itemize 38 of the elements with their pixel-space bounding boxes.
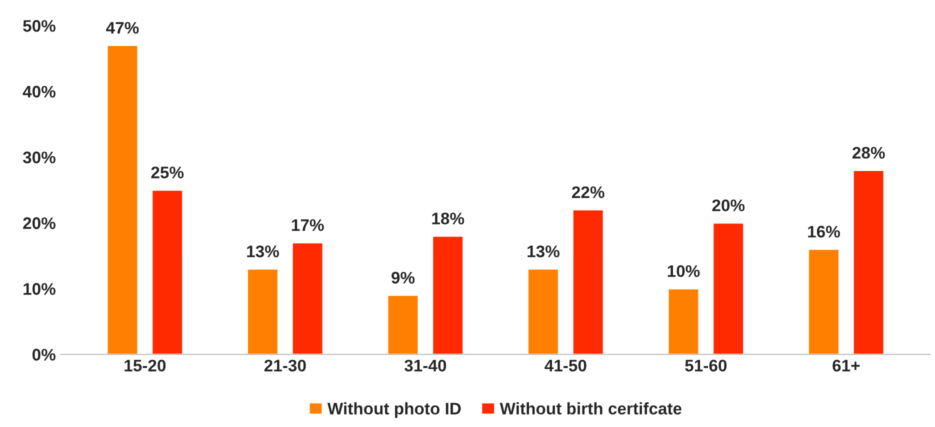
data-label: 10% bbox=[668, 265, 700, 278]
y-tick-label: 40% bbox=[22, 86, 56, 98]
bar bbox=[667, 288, 700, 354]
data-label: 18% bbox=[432, 212, 464, 224]
bar bbox=[572, 209, 604, 354]
data-label: 13% bbox=[247, 245, 279, 258]
data-label: 22% bbox=[572, 186, 604, 198]
bar bbox=[246, 268, 279, 354]
bar bbox=[386, 294, 420, 354]
bar bbox=[527, 268, 560, 354]
legend-label: Without photo ID bbox=[327, 402, 461, 418]
y-tick-label: 20% bbox=[23, 217, 56, 230]
bar bbox=[291, 242, 324, 354]
bar bbox=[151, 189, 184, 354]
x-tick-label: 41-50 bbox=[544, 360, 586, 372]
data-label: 25% bbox=[151, 166, 184, 178]
data-label: 13% bbox=[528, 245, 560, 258]
y-tick-label: 0% bbox=[32, 348, 56, 361]
x-tick-label: 51-60 bbox=[685, 360, 727, 372]
data-label: 20% bbox=[712, 199, 745, 212]
bar bbox=[432, 235, 464, 354]
data-label: 17% bbox=[292, 219, 324, 231]
bar bbox=[712, 222, 744, 354]
y-tick-label: 10% bbox=[24, 283, 56, 295]
data-label: 9% bbox=[392, 272, 415, 284]
bar bbox=[106, 44, 139, 354]
x-tick-label: 15-20 bbox=[124, 360, 166, 372]
y-tick-label: 30% bbox=[22, 152, 56, 164]
data-label: 47% bbox=[106, 22, 139, 34]
data-label: 28% bbox=[852, 146, 885, 159]
data-label: 16% bbox=[808, 226, 840, 238]
bar bbox=[808, 248, 840, 354]
bar bbox=[852, 170, 885, 354]
x-tick-label: 21-30 bbox=[264, 360, 306, 372]
legend-label: Without birth certifcate bbox=[500, 402, 682, 415]
x-tick-label: 31-40 bbox=[404, 360, 446, 372]
y-tick-label: 50% bbox=[23, 20, 56, 32]
x-tick-label: 61+ bbox=[832, 360, 860, 372]
